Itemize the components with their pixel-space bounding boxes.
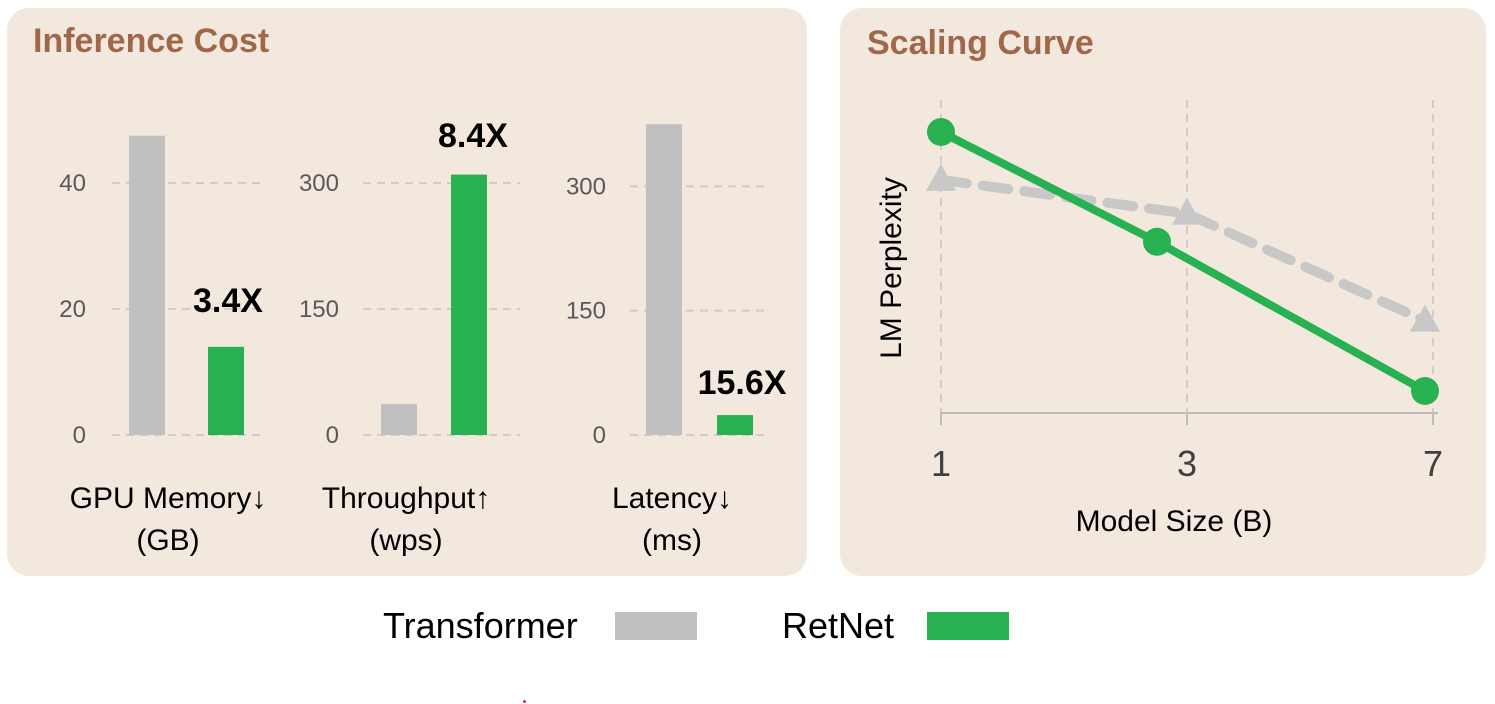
scaling-curve-panel: Scaling Curve — [840, 8, 1486, 576]
legend-transformer-swatch — [615, 612, 697, 640]
x-axis-unit-label: (ms) — [642, 524, 702, 557]
y-tick-label: 150 — [299, 296, 339, 323]
x-axis-unit-label: (GB) — [136, 524, 199, 557]
x-axis-unit-label: (wps) — [369, 524, 442, 557]
transformer-bar — [381, 403, 417, 435]
x-axis-title: Model Size (B) — [1076, 505, 1273, 538]
x-tick-label: 1 — [931, 443, 951, 484]
y-tick-label: 150 — [566, 298, 606, 325]
legend-retnet-swatch — [927, 612, 1009, 640]
retnet-bar — [451, 174, 487, 435]
x-tick-label: 3 — [1177, 443, 1197, 484]
y-tick-label: 300 — [299, 170, 339, 197]
y-tick-label: 0 — [326, 422, 339, 449]
y-axis-title: LM Perplexity — [875, 177, 908, 359]
x-axis-label: GPU Memory↓ — [70, 482, 267, 515]
legend-retnet-label: RetNet — [782, 605, 895, 646]
retnet-marker — [1411, 377, 1439, 405]
y-tick-label: 300 — [566, 173, 606, 200]
y-tick-label: 0 — [73, 422, 86, 449]
transformer-marker — [1410, 304, 1440, 332]
transformer-marker — [926, 163, 956, 191]
retnet-bar — [208, 346, 244, 435]
x-axis-label: Latency↓ — [612, 482, 732, 515]
retnet-marker — [927, 118, 955, 146]
y-tick-label: 0 — [593, 422, 606, 449]
x-tick-label: 7 — [1423, 443, 1443, 484]
scaling-curve-title: Scaling Curve — [867, 24, 1094, 62]
speedup-annotation: 3.4X — [193, 282, 263, 320]
retnet-line — [937, 128, 1429, 395]
legend-transformer-label: Transformer — [383, 605, 578, 646]
transformer-line — [936, 174, 1430, 326]
speedup-annotation: 8.4X — [438, 117, 508, 155]
inference-cost-title: Inference Cost — [33, 22, 270, 60]
y-tick-label: 40 — [59, 170, 86, 197]
y-tick-label: 20 — [59, 296, 86, 323]
retnet-bar — [717, 415, 753, 435]
transformer-bar — [646, 124, 682, 435]
speedup-annotation: 15.6X — [698, 364, 787, 402]
x-axis-label: Throughput↑ — [322, 482, 490, 515]
transformer-marker — [1172, 197, 1202, 225]
transformer-bar — [129, 135, 165, 435]
retnet-marker — [1143, 227, 1171, 256]
stray-dot — [523, 700, 526, 703]
